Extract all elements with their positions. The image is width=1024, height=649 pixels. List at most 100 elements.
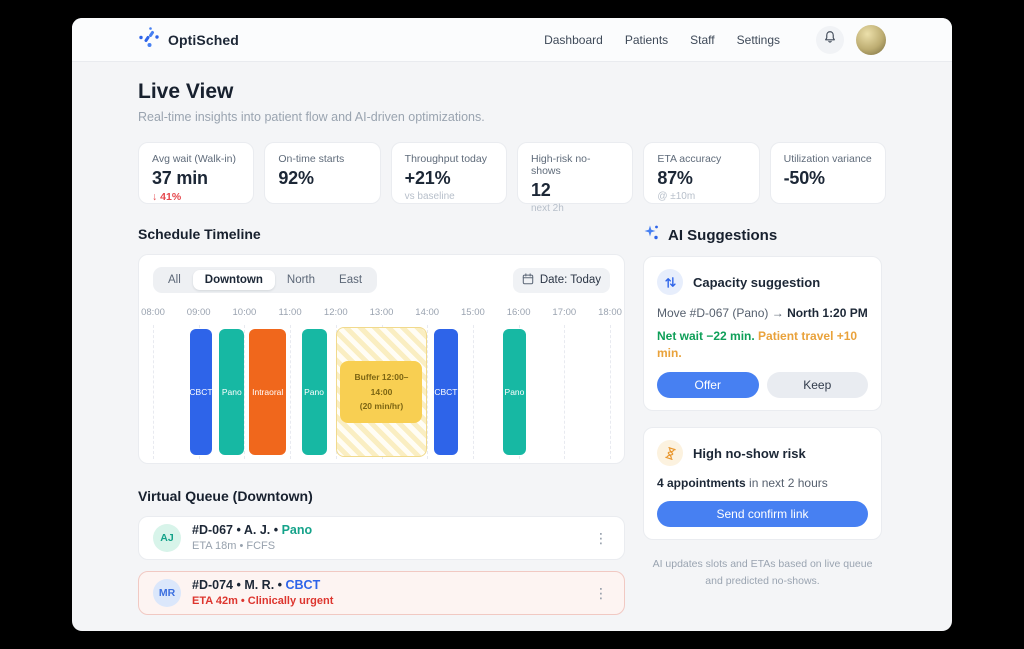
queue-procedure: CBCT xyxy=(285,578,321,593)
suggestion-impact-text: Net wait −22 min. Patient travel +10 min… xyxy=(657,328,858,360)
nav-item-patients[interactable]: Patients xyxy=(624,32,669,47)
queue-list: AJ #D-067 • A. J. • Pano ETA 18m • FCFS ⋮ MR… xyxy=(138,516,625,615)
capacity-suggestion-card: Capacity suggestion Move #D-067 (Pano) →… xyxy=(643,256,882,412)
calendar-icon xyxy=(522,272,534,288)
stat-card-4: ETA accuracy 87% @ ±10m xyxy=(643,142,760,204)
axis-tick-label: 08:00 xyxy=(141,307,165,318)
appointment-bar-label: CBCT xyxy=(434,387,458,397)
brand[interactable]: OptiSched xyxy=(138,26,239,53)
buffer-block[interactable]: Buffer 12:00–14:00 (20 min/hr) xyxy=(335,327,428,457)
stat-card-5: Utilization variance -50% xyxy=(769,142,886,204)
stats-row: Avg wait (Walk-in) 37 min ↓ 41% On-time sta… xyxy=(138,142,886,214)
sparkles-icon xyxy=(643,224,660,246)
queue-row-1[interactable]: AJ #D-067 • A. J. • Pano ETA 18m • FCFS ⋮ xyxy=(138,516,625,560)
stat-sub: @ ±10m xyxy=(657,191,696,202)
capacity-suggestion-title: Capacity suggestion xyxy=(693,274,821,290)
stat-label: Utilization variance xyxy=(783,153,872,165)
notifications-button[interactable] xyxy=(816,25,844,54)
gridline xyxy=(290,325,292,459)
queue-row-text: #D-074 • M. R. • CBCT ETA 42m • Clinicall… xyxy=(192,577,592,609)
appointment-bar-pano[interactable]: Pano xyxy=(502,329,527,455)
tab-downtown[interactable]: Downtown xyxy=(192,270,275,290)
kebab-menu-icon[interactable]: ⋮ xyxy=(594,529,608,546)
stat-value: 12 xyxy=(530,180,551,200)
tab-east[interactable]: East xyxy=(339,274,363,286)
appointment-bar-pano[interactable]: Pano xyxy=(219,329,245,455)
hourglass-icon xyxy=(657,440,683,467)
stat-label: Throughput today xyxy=(404,153,487,165)
top-bar: OptiSched Dashboard Patients Staff Settings xyxy=(72,18,952,62)
queue-avatar: MR xyxy=(153,579,181,607)
queue-row-text: #D-067 • A. J. • Pano ETA 18m • FCFS xyxy=(192,522,592,554)
location-tabs: All Downtown North East xyxy=(153,267,378,293)
keep-button[interactable]: Keep xyxy=(766,372,868,399)
noshow-risk-card: High no-show risk 4 appointments in next… xyxy=(643,427,882,541)
axis-tick-label: 13:00 xyxy=(369,307,394,318)
ai-suggestions-header: AI Suggestions xyxy=(643,224,882,246)
timeline-toolbar: All Downtown North East Date: Today xyxy=(153,267,610,293)
queue-row-title: #D-067 • A. J. • Pano xyxy=(192,522,592,539)
tab-north[interactable]: North xyxy=(286,274,316,286)
gridline xyxy=(427,325,429,459)
stat-sub: next 2h xyxy=(530,203,564,214)
nav-item-settings[interactable]: Settings xyxy=(736,32,780,47)
timeline-column: Schedule Timeline All Downtown North East xyxy=(138,226,625,626)
send-confirm-link-button[interactable]: Send confirm link xyxy=(657,501,868,528)
optisched-logo-icon xyxy=(138,26,160,53)
queue-row-title: #D-074 • M. R. • CBCT xyxy=(192,577,592,594)
top-nav: Dashboard Patients Staff Settings xyxy=(544,33,780,47)
queue-row-meta: ETA 42m • Clinically urgent xyxy=(192,595,334,608)
noshow-count-text: 4 appointments in next 2 hours xyxy=(657,476,828,491)
stat-value: -50% xyxy=(783,168,825,188)
brand-name: OptiSched xyxy=(168,31,239,48)
axis-tick-label: 16:00 xyxy=(506,307,531,318)
timeline-chart: CBCT Pano Intraoral Pano Buffer 12:00–14:00 (… xyxy=(153,325,611,459)
appointment-bar-label: Pano xyxy=(504,387,525,397)
stat-sub: ↓ 41% xyxy=(152,191,182,203)
stat-card-3: High-risk no-shows 12 next 2h xyxy=(516,142,634,214)
queue-id: #D-074 • M. R. • xyxy=(192,578,286,593)
appointment-bar-pano[interactable]: Pano xyxy=(301,329,327,455)
stat-label: ETA accuracy xyxy=(657,153,722,165)
stat-card-0: Avg wait (Walk-in) 37 min ↓ 41% xyxy=(138,142,255,204)
appointment-bar-cbct[interactable]: CBCT xyxy=(189,329,213,455)
page-content: Live View Real-time insights into patien… xyxy=(72,62,952,626)
user-avatar[interactable] xyxy=(856,24,886,55)
axis-tick-label: 14:00 xyxy=(415,307,440,318)
date-picker-button[interactable]: Date: Today xyxy=(512,267,610,293)
stat-label: High-risk no-shows xyxy=(530,153,591,177)
buffer-label-line2: (20 min/hr) xyxy=(359,401,404,412)
nav-item-staff[interactable]: Staff xyxy=(690,32,715,47)
queue-heading: Virtual Queue (Downtown) xyxy=(138,488,313,504)
page-title: Live View xyxy=(138,80,234,103)
stat-value: 37 min xyxy=(152,168,208,188)
queue-row-2[interactable]: MR #D-074 • M. R. • CBCT ETA 42m • Clinica… xyxy=(138,571,625,615)
stat-value: 87% xyxy=(657,168,693,188)
stat-card-1: On-time starts 92% xyxy=(264,142,381,204)
gridline xyxy=(610,325,611,459)
nav-item-dashboard[interactable]: Dashboard xyxy=(544,32,603,47)
ai-footer-note: AI updates slots and ETAs based on live … xyxy=(652,558,873,587)
axis-tick-label: 11:00 xyxy=(278,307,302,318)
appointment-bar-label: Pano xyxy=(221,387,242,397)
kebab-menu-icon[interactable]: ⋮ xyxy=(594,584,608,601)
noshow-risk-title: High no-show risk xyxy=(693,445,806,461)
appointment-bar-label: CBCT xyxy=(189,387,213,397)
ai-suggestions-column: AI Suggestions Capacity suggestion Mov xyxy=(643,224,882,589)
move-suggestion-text: Move #D-067 (Pano) → North 1:20 PM xyxy=(657,306,868,320)
virtual-queue-section: Virtual Queue (Downtown) AJ #D-067 • A. J… xyxy=(138,488,625,615)
appointment-bar-intraoral[interactable]: Intraoral xyxy=(248,329,287,455)
buffer-label-line1: Buffer 12:00–14:00 xyxy=(354,372,409,397)
gridline xyxy=(153,325,154,459)
stat-label: On-time starts xyxy=(278,153,345,165)
gridline xyxy=(472,325,474,459)
time-axis: 08:00 09:00 10:00 11:00 12:00 13:00 14:00 15:00… xyxy=(141,307,622,320)
swap-arrows-icon xyxy=(657,269,683,295)
stat-card-2: Throughput today +21% vs baseline xyxy=(390,142,507,204)
offer-button[interactable]: Offer xyxy=(657,372,759,399)
appointment-bar-cbct[interactable]: CBCT xyxy=(434,329,458,455)
queue-id: #D-067 • A. J. • xyxy=(192,523,282,538)
stat-value: 92% xyxy=(278,168,314,188)
axis-tick-label: 15:00 xyxy=(461,307,485,318)
tab-all[interactable]: All xyxy=(168,274,181,286)
